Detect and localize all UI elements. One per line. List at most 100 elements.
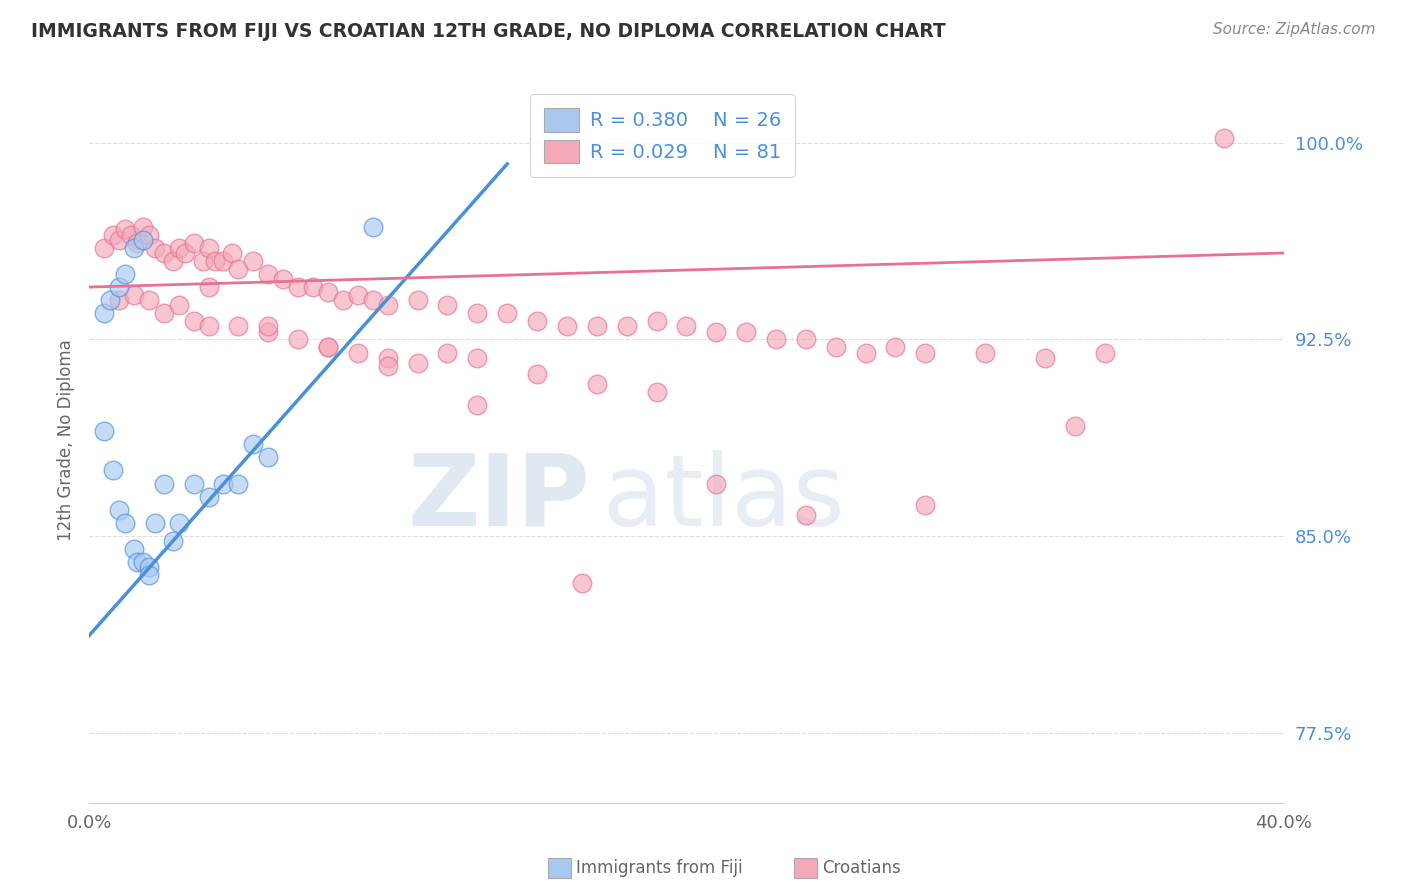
Point: [108, 280, 131, 294]
Point: [101, 463, 124, 477]
Point: [406, 356, 429, 370]
Point: [143, 241, 166, 255]
Point: [143, 516, 166, 530]
Point: [794, 508, 817, 522]
Point: [794, 333, 817, 347]
Point: [183, 314, 205, 328]
Point: [152, 476, 174, 491]
Point: [675, 319, 697, 334]
Point: [704, 325, 727, 339]
Point: [93, 241, 115, 255]
Point: [765, 333, 787, 347]
Point: [101, 227, 124, 242]
Point: [114, 267, 136, 281]
Point: [167, 516, 190, 530]
Point: [1033, 351, 1056, 365]
Text: atlas: atlas: [603, 450, 845, 547]
Point: [132, 219, 155, 234]
Point: [93, 306, 115, 320]
Point: [1094, 345, 1116, 359]
Point: [257, 319, 280, 334]
Point: [242, 253, 264, 268]
Point: [436, 345, 458, 359]
Point: [212, 476, 235, 491]
Point: [467, 398, 489, 412]
Point: [316, 285, 339, 300]
Point: [914, 498, 936, 512]
Point: [132, 555, 155, 569]
Point: [257, 325, 280, 339]
Point: [571, 576, 593, 591]
Point: [287, 280, 309, 294]
Point: [138, 568, 160, 582]
Point: [316, 340, 339, 354]
Point: [884, 340, 907, 354]
Point: [526, 314, 548, 328]
Point: [361, 219, 384, 234]
Point: [108, 233, 131, 247]
Point: [1213, 130, 1236, 145]
Point: [645, 384, 668, 399]
Point: [197, 490, 219, 504]
Point: [347, 345, 370, 359]
Legend: R = 0.380    N = 26, R = 0.029    N = 81: R = 0.380 N = 26, R = 0.029 N = 81: [530, 95, 796, 177]
Point: [162, 253, 184, 268]
Point: [173, 246, 195, 260]
Point: [120, 227, 142, 242]
Point: [585, 377, 607, 392]
Text: ZIP: ZIP: [408, 450, 591, 547]
Point: [167, 298, 190, 312]
Point: [287, 333, 309, 347]
Text: Immigrants from Fiji: Immigrants from Fiji: [576, 859, 744, 877]
Point: [197, 280, 219, 294]
Point: [526, 367, 548, 381]
Point: [436, 298, 458, 312]
Point: [138, 227, 160, 242]
Point: [132, 233, 155, 247]
Point: [855, 345, 877, 359]
Point: [114, 516, 136, 530]
Point: [257, 267, 280, 281]
Point: [197, 241, 219, 255]
Point: [98, 293, 121, 308]
Point: [377, 359, 399, 373]
Point: [914, 345, 936, 359]
Point: [212, 253, 235, 268]
Point: [332, 293, 354, 308]
Point: [204, 253, 226, 268]
Text: Source: ZipAtlas.com: Source: ZipAtlas.com: [1212, 22, 1375, 37]
Point: [271, 272, 294, 286]
Point: [555, 319, 578, 334]
Point: [645, 314, 668, 328]
Point: [467, 351, 489, 365]
Point: [183, 476, 205, 491]
Point: [406, 293, 429, 308]
Point: [152, 306, 174, 320]
Point: [377, 298, 399, 312]
Point: [108, 503, 131, 517]
Point: [496, 306, 519, 320]
Y-axis label: 12th Grade, No Diploma: 12th Grade, No Diploma: [58, 340, 75, 541]
Point: [616, 319, 638, 334]
Point: [735, 325, 758, 339]
Point: [138, 560, 160, 574]
Point: [228, 476, 250, 491]
Point: [162, 534, 184, 549]
Point: [974, 345, 997, 359]
Point: [242, 437, 264, 451]
Point: [221, 246, 243, 260]
Point: [228, 319, 250, 334]
Point: [347, 288, 370, 302]
Point: [197, 319, 219, 334]
Point: [122, 288, 145, 302]
Point: [125, 235, 148, 250]
Point: [122, 241, 145, 255]
Point: [125, 555, 148, 569]
Text: Croatians: Croatians: [823, 859, 901, 877]
Point: [108, 293, 131, 308]
Point: [152, 246, 174, 260]
Point: [824, 340, 846, 354]
Point: [191, 253, 214, 268]
Point: [228, 261, 250, 276]
Point: [585, 319, 607, 334]
